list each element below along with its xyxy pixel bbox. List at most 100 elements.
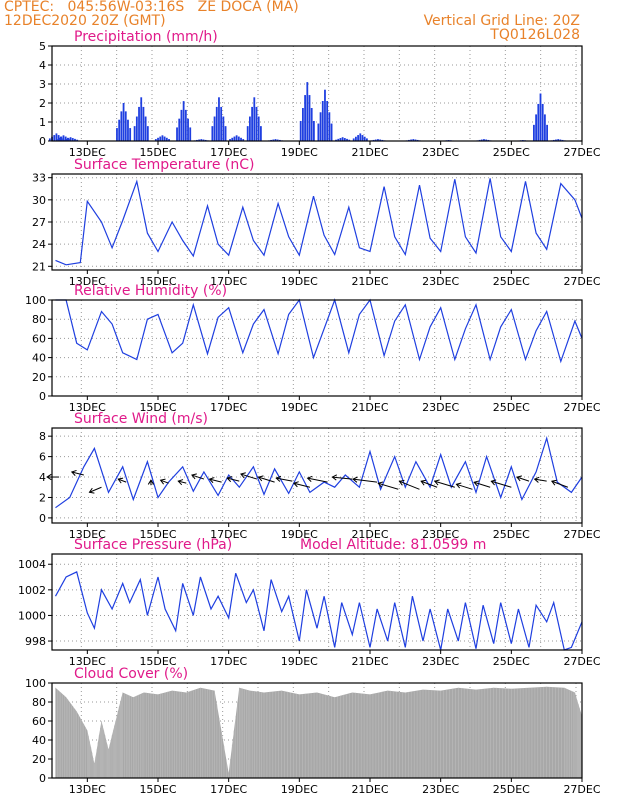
- wind-arrowhead: [433, 479, 440, 486]
- wind-vector: [456, 483, 473, 490]
- y-tick-label: 0: [39, 512, 46, 525]
- precip-bar: [142, 106, 145, 141]
- wind-vector: [551, 480, 569, 488]
- y-tick-label: 0: [39, 772, 46, 785]
- precip-bar: [359, 133, 362, 141]
- x-tick-label: 13DEC: [69, 275, 106, 288]
- precip-bar: [328, 112, 331, 141]
- precip-bar: [184, 109, 187, 141]
- wind-vector: [378, 482, 399, 490]
- precip-bar: [546, 124, 548, 141]
- y-tick-label: 1000: [18, 609, 46, 622]
- precip-bar: [202, 139, 205, 141]
- precip-bar: [218, 97, 220, 141]
- x-tick-label: 21DEC: [351, 401, 388, 414]
- precip-bar: [235, 135, 238, 141]
- x-tick-label: 19DEC: [281, 528, 318, 541]
- precip-bar: [255, 106, 258, 141]
- wind-vector: [89, 486, 102, 493]
- x-tick-label: 27DEC: [563, 783, 600, 796]
- precip-bar: [533, 124, 535, 141]
- x-tick-label: 17DEC: [210, 655, 247, 668]
- panel-frame: [51, 682, 583, 779]
- wind-vector: [353, 478, 378, 483]
- x-tick-label: 23DEC: [422, 275, 459, 288]
- precip-bar: [182, 101, 185, 141]
- wind-arrowhead: [420, 479, 427, 486]
- wind-vector: [160, 479, 169, 484]
- precip-bar: [140, 97, 143, 141]
- precip-bar: [337, 138, 340, 141]
- precip-bar: [308, 95, 311, 141]
- x-tick-label: 21DEC: [351, 655, 388, 668]
- wind-arrowhead: [352, 476, 358, 483]
- precip-bar: [302, 108, 304, 141]
- precip-bar: [357, 135, 359, 141]
- y-tick-label: 998: [25, 635, 46, 648]
- x-tick-label: 15DEC: [139, 528, 176, 541]
- precip-bar: [55, 133, 58, 141]
- x-tick-label: 15DEC: [139, 655, 176, 668]
- precip-bar: [159, 136, 162, 141]
- y-tick-label: 20: [32, 371, 46, 384]
- wind-arrowhead: [46, 473, 52, 481]
- precip-bar: [124, 111, 127, 141]
- precip-bar: [410, 139, 412, 141]
- precip-bar: [122, 103, 125, 141]
- panel-pres: 998 1000 1002 1004 13DEC 15DEC 17DEC 19DEC 21DEC…: [18, 537, 601, 668]
- precip-bar: [537, 103, 540, 141]
- panel-title: Surface Pressure (hPa): [74, 537, 232, 553]
- wind-vector: [191, 474, 205, 480]
- wind-arrowhead: [226, 476, 233, 483]
- precip-bar: [260, 126, 262, 141]
- precip-bar: [138, 106, 140, 141]
- precip-bar: [48, 138, 51, 141]
- x-tick-label: 25DEC: [493, 146, 530, 159]
- wind-arrowhead: [88, 487, 95, 494]
- precip-bar: [237, 136, 240, 141]
- wind-arrowhead: [147, 479, 155, 485]
- x-tick-label: 27DEC: [563, 275, 600, 288]
- wind-vector: [118, 478, 127, 483]
- precip-bar: [480, 139, 483, 141]
- wind-vector: [71, 471, 84, 476]
- precip-bar: [213, 116, 216, 141]
- precip-bar: [67, 138, 70, 141]
- y-tick-label: 4: [39, 471, 46, 484]
- precip-bar: [187, 118, 189, 141]
- precip-bar: [541, 103, 544, 141]
- precip-bar: [559, 139, 562, 141]
- panel-frame: [51, 553, 583, 651]
- x-tick-label: 23DEC: [422, 401, 459, 414]
- x-tick-label: 17DEC: [210, 528, 247, 541]
- precip-bar: [224, 126, 227, 141]
- y-tick-label: 40: [32, 352, 46, 365]
- x-tick-label: 13DEC: [69, 146, 106, 159]
- cloud-area: [55, 686, 583, 778]
- precip-bar: [352, 138, 355, 141]
- wind-arrowhead: [331, 474, 338, 481]
- x-tick-label: 27DEC: [563, 401, 600, 414]
- precip-bar: [374, 139, 377, 141]
- precip-bar: [242, 139, 245, 141]
- precip-bar: [118, 119, 121, 141]
- series-line: [55, 298, 583, 364]
- precip-bar: [53, 135, 56, 141]
- precip-bar: [62, 135, 65, 141]
- y-tick-label: 5: [39, 40, 46, 53]
- wind-arrowhead: [70, 469, 77, 476]
- precip-bar: [272, 139, 275, 141]
- wind-arrowhead: [117, 477, 124, 484]
- precip-bar: [222, 116, 225, 141]
- precip-bar: [299, 120, 302, 141]
- precip-bar: [56, 139, 58, 141]
- precip-bar: [211, 126, 214, 141]
- x-tick-label: 27DEC: [563, 146, 600, 159]
- precip-bar: [154, 139, 157, 141]
- precip-bar: [129, 128, 132, 141]
- precip-bar: [276, 139, 279, 141]
- x-tick-label: 17DEC: [210, 783, 247, 796]
- precip-bar: [483, 139, 485, 141]
- y-tick-label: 27: [32, 216, 46, 229]
- precip-bar: [326, 100, 329, 141]
